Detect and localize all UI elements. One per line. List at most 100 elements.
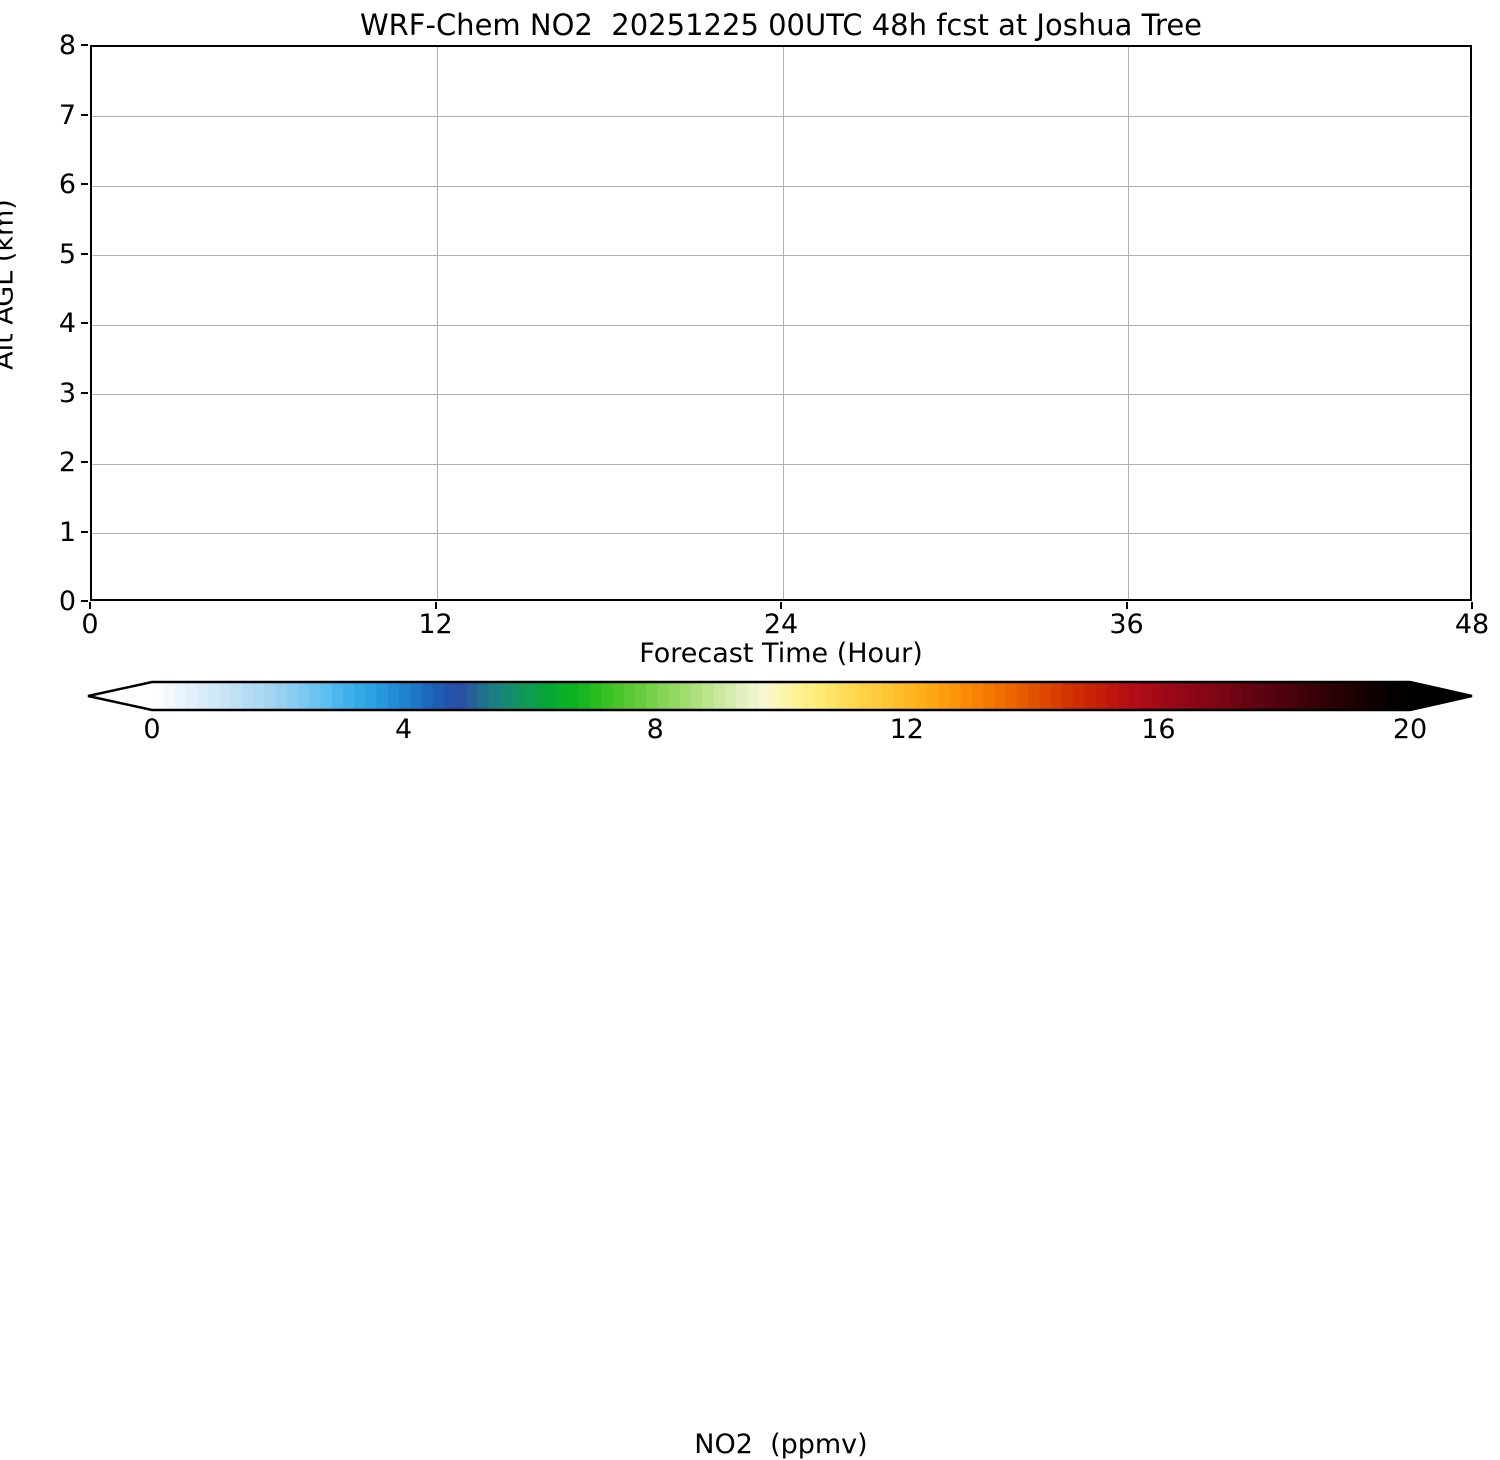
colorbar-segment [781, 682, 793, 710]
colorbar-segment [410, 682, 423, 710]
y-tick-mark [81, 600, 88, 602]
colorbar-segment [668, 682, 681, 710]
colorbar-segment [679, 682, 692, 710]
colorbar-tick-label: 8 [646, 714, 664, 745]
colorbar-segment [1016, 682, 1029, 710]
colorbar-segment [1365, 682, 1377, 710]
colorbar-segment [432, 682, 445, 710]
x-axis-label: Forecast Time (Hour) [639, 638, 923, 669]
colorbar-segment [230, 682, 243, 710]
colorbar-segment [298, 682, 310, 710]
y-tick-label: 3 [58, 377, 76, 409]
colorbar-tick-label: 16 [1141, 714, 1176, 745]
colorbar-segment [1151, 682, 1164, 710]
colorbar-segment [174, 682, 187, 710]
colorbar-segment [545, 682, 557, 710]
gridline-horizontal [92, 255, 1470, 256]
colorbar-segment [859, 682, 872, 710]
y-tick-mark [81, 183, 88, 185]
colorbar-label: NO2 (ppmv) [694, 1429, 868, 1460]
colorbar-extend-max [1410, 682, 1472, 710]
colorbar-segment [399, 682, 411, 710]
chart-figure: WRF-Chem NO2 20251225 00UTC 48h fcst at … [0, 8, 1500, 1460]
x-tick-mark [89, 602, 91, 609]
colorbar-segment [1241, 682, 1254, 710]
colorbar-segment [1140, 682, 1153, 710]
y-tick-label: 1 [58, 516, 76, 548]
y-tick-label: 0 [58, 586, 76, 617]
colorbar-segment [477, 682, 490, 710]
colorbar-gradient [87, 680, 1473, 712]
colorbar-segment [983, 682, 996, 710]
gridline-horizontal [92, 185, 1470, 187]
colorbar-segment [511, 682, 524, 710]
colorbar-segment [196, 682, 209, 710]
plot-canvas [92, 47, 1470, 599]
colorbar-segment [219, 682, 232, 710]
colorbar-segment [601, 682, 614, 710]
colorbar-segment [1174, 682, 1186, 710]
colorbar-segment [904, 682, 917, 710]
colorbar-segment [387, 682, 400, 710]
colorbar: 0 4 8 12 16 20 NO2 (ppmv) [0, 676, 1500, 1460]
colorbar-segment [1398, 682, 1411, 710]
gridline-vertical [782, 47, 784, 599]
colorbar-segment [590, 682, 602, 710]
colorbar-segment [241, 682, 254, 710]
gridline-vertical [1128, 47, 1129, 599]
colorbar-segment [264, 682, 277, 710]
gridline-horizontal [92, 533, 1470, 534]
colorbar-segment [331, 682, 344, 710]
colorbar-segment [882, 682, 894, 710]
gridline-horizontal [92, 116, 1470, 117]
y-tick-mark [81, 322, 88, 324]
y-tick-label: 6 [58, 169, 76, 200]
colorbar-segment [1106, 682, 1119, 710]
colorbar-segment [455, 682, 468, 710]
colorbar-segment [927, 682, 939, 710]
colorbar-segment [1005, 682, 1018, 710]
colorbar-segment [354, 682, 367, 710]
colorbar-segment [320, 682, 333, 710]
x-tick-mark [1471, 602, 1473, 609]
colorbar-segment [994, 682, 1007, 710]
colorbar-segment [500, 682, 513, 710]
colorbar-segment [342, 682, 355, 710]
x-tick-label: 12 [418, 609, 453, 640]
x-tick-label: 36 [1109, 609, 1144, 640]
colorbar-segment [837, 682, 849, 710]
y-tick-label: 2 [58, 447, 76, 478]
colorbar-segment [365, 682, 378, 710]
colorbar-segment [691, 682, 703, 710]
colorbar-segment [1196, 682, 1209, 710]
colorbar-segment [803, 682, 816, 710]
colorbar-tick-label: 0 [143, 714, 161, 745]
gridline-vertical [437, 47, 438, 599]
x-tick-label: 0 [81, 609, 99, 640]
colorbar-segment [949, 682, 962, 710]
colorbar-segment [466, 682, 479, 710]
y-tick-mark [81, 44, 88, 46]
gridline-horizontal [92, 324, 1470, 326]
colorbar-segment [702, 682, 715, 710]
x-tick-mark [780, 602, 782, 609]
y-tick-label: 4 [58, 308, 76, 339]
colorbar-segment [646, 682, 659, 710]
chart-title: WRF-Chem NO2 20251225 00UTC 48h fcst at … [359, 8, 1203, 42]
colorbar-segment [1230, 682, 1243, 710]
colorbar-segment [938, 682, 951, 710]
colorbar-segment [163, 682, 176, 710]
colorbar-segment [1387, 682, 1400, 710]
y-tick-mark [81, 252, 88, 255]
colorbar-segment [1297, 682, 1310, 710]
colorbar-segment [1308, 682, 1321, 710]
colorbar-segment [253, 682, 265, 710]
colorbar-segment [1039, 682, 1052, 710]
colorbar-segment [657, 682, 670, 710]
colorbar-segment [185, 682, 198, 710]
colorbar-segment [814, 682, 827, 710]
colorbar-segment [1207, 682, 1220, 710]
colorbar-extend-min [88, 682, 152, 710]
colorbar-segment [421, 682, 434, 710]
colorbar-segment [533, 682, 546, 710]
